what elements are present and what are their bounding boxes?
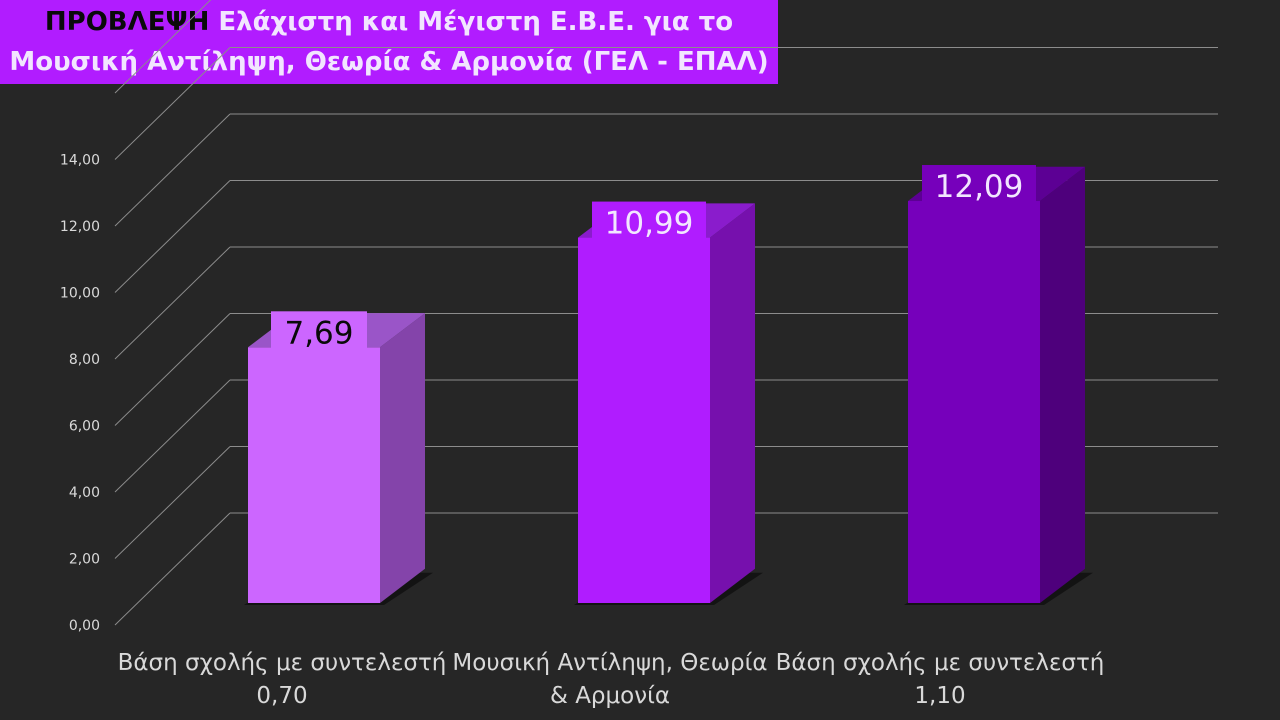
x-category-label: 1,10 <box>914 683 965 709</box>
x-category-label: Μουσική Αντίληψη, Θεωρία <box>452 650 767 676</box>
x-category-label: & Αρμονία <box>550 683 670 709</box>
y-tick-label: 8,00 <box>69 352 100 368</box>
x-category-label: Βάση σχολής με συντελεστή <box>118 650 447 676</box>
gridline-diagonal <box>114 512 231 626</box>
y-tick-label: 2,00 <box>69 552 100 568</box>
bar-side <box>710 203 755 603</box>
bar <box>908 201 1040 603</box>
gridline-diagonal <box>114 0 212 94</box>
y-tick-label: 10,00 <box>60 286 100 302</box>
x-category-label: 0,70 <box>256 683 307 709</box>
y-tick-label: 4,00 <box>69 485 100 501</box>
bar <box>248 347 380 603</box>
y-tick-label: 6,00 <box>69 419 100 435</box>
gridline-diagonal <box>114 379 231 493</box>
gridline-diagonal <box>114 246 231 360</box>
gridline-diagonal <box>114 313 231 426</box>
gridline-diagonal <box>114 180 231 293</box>
gridline-diagonal <box>114 113 231 227</box>
data-label-box <box>271 311 367 354</box>
data-label: 12,09 <box>935 169 1024 205</box>
gridline-diagonal <box>114 446 231 559</box>
title-keyword: ΠΡΟΒΛΕΨΗ <box>44 7 210 37</box>
gridline-diagonal <box>114 47 231 160</box>
title-line-1-text: Ελάχιστη και Μέγιστη Ε.Β.Ε. για το <box>218 7 734 37</box>
data-label: 10,99 <box>605 206 694 242</box>
y-tick-label: 14,00 <box>60 153 100 169</box>
bar <box>578 237 710 603</box>
y-tick-label: 12,00 <box>60 219 100 235</box>
bar-side <box>380 313 425 603</box>
data-label-box <box>922 165 1036 208</box>
data-label: 7,69 <box>284 315 353 351</box>
title-line-1: ΠΡΟΒΛΕΨΗ Ελάχιστη και Μέγιστη Ε.Β.Ε. για… <box>0 2 778 42</box>
x-category-label: Βάση σχολής με συντελεστή <box>776 650 1105 676</box>
y-tick-label: 0,00 <box>69 618 100 634</box>
data-label-box <box>592 201 706 244</box>
bar-side <box>1040 166 1085 603</box>
